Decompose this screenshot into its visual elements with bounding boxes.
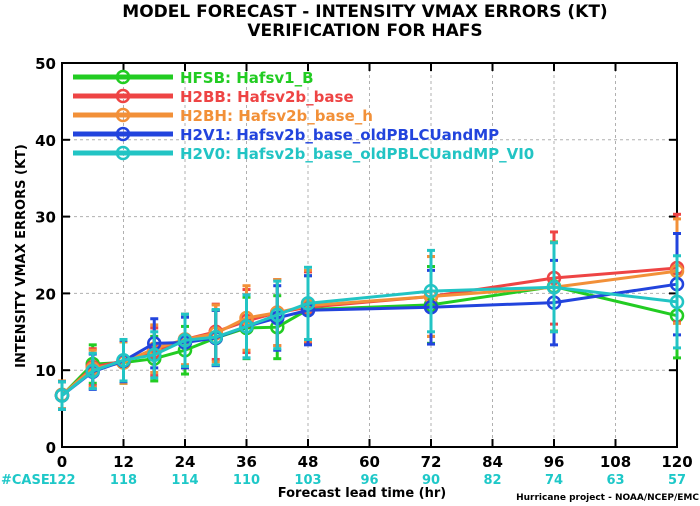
case-count: 114: [171, 473, 198, 488]
legend-label: H2V1: Hafsv2b_base_oldPBLCUandMP: [180, 126, 499, 144]
case-label: #CASE: [1, 473, 50, 488]
y-axis-label: INTENSITY VMAX ERRORS (KT): [14, 144, 29, 368]
grid: [62, 63, 677, 447]
data-point: [177, 332, 193, 348]
y-tick-label: 20: [35, 285, 56, 303]
case-count: 57: [668, 473, 686, 488]
x-axis-label: Forecast lead time (hr): [278, 486, 446, 501]
legend-label: HFSB: Hafsv1_B: [180, 69, 314, 87]
case-count: 63: [606, 473, 624, 488]
legend-label: H2V0: Hafsv2b_base_oldPBLCUandMP_VI0: [180, 145, 534, 163]
x-tick-label: 36: [236, 453, 257, 471]
y-tick-label: 30: [35, 209, 56, 227]
data-point: [546, 280, 562, 295]
x-tick-label: 120: [661, 453, 692, 471]
x-tick-label: 12: [113, 453, 134, 471]
series-layer: [54, 212, 685, 411]
x-tick-label: 84: [482, 453, 503, 471]
legend-label: H2BH: Hafsv2b_base_h: [180, 107, 373, 125]
credit-text: Hurricane project - NOAA/NCEP/EMC: [516, 493, 699, 503]
case-count: 90: [422, 473, 440, 488]
data-point: [54, 388, 70, 403]
axes: 0 12 24 36 48 60 72 84 96 108 120 0 10 20 30 40 50: [35, 55, 693, 471]
case-count: 103: [294, 473, 321, 488]
case-count: 96: [360, 473, 378, 488]
x-tick-label: 96: [544, 453, 565, 471]
data-point: [147, 347, 162, 363]
case-count: 122: [48, 473, 75, 488]
data-point: [270, 307, 285, 323]
legend-marker: [115, 145, 131, 161]
data-point: [85, 363, 100, 379]
legend-label: H2BB: Hafsv2b_base: [180, 88, 354, 106]
y-tick-label: 40: [35, 132, 56, 150]
chart-title: MODEL FORECAST - INTENSITY VMAX ERRORS (…: [122, 2, 607, 22]
legend-marker: [115, 107, 131, 123]
data-point: [208, 329, 223, 345]
y-tick-label: 50: [35, 55, 56, 73]
case-counts: 122 118 114 110 103 96 90 82 74 63 57: [48, 473, 686, 488]
data-point: [116, 352, 131, 368]
case-count: 74: [545, 473, 563, 488]
case-count: 82: [483, 473, 501, 488]
x-tick-label: 72: [421, 453, 442, 471]
data-point: [239, 319, 254, 334]
x-tick-label: 24: [175, 453, 196, 471]
data-point: [300, 296, 316, 311]
legend-marker: [115, 126, 131, 142]
legend-marker: [115, 69, 131, 85]
x-tick-label: 0: [57, 453, 67, 471]
y-tick-label: 0: [46, 439, 56, 457]
x-tick-label: 60: [359, 453, 380, 471]
chart-subtitle: VERIFICATION FOR HAFS: [247, 21, 482, 41]
legend-marker: [115, 88, 131, 104]
x-tick-label: 108: [600, 453, 631, 471]
case-count: 118: [110, 473, 137, 488]
series-4: [54, 241, 685, 411]
data-point: [669, 294, 685, 310]
data-point: [423, 283, 439, 299]
case-count: 110: [233, 473, 260, 488]
y-tick-label: 10: [35, 362, 56, 380]
x-tick-label: 48: [298, 453, 319, 471]
series-2: [54, 217, 685, 411]
